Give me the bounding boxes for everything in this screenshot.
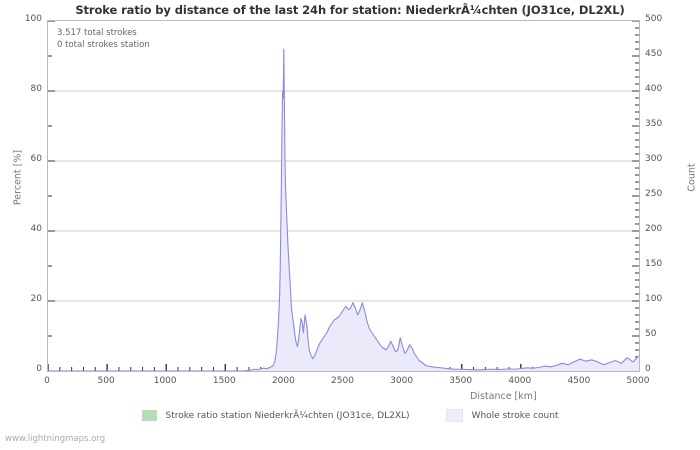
legend-spacer — [410, 415, 446, 416]
chart-legend: Stroke ratio station NiederkrÃ¼chten (JO… — [0, 409, 700, 422]
y-tick-label-right: 100 — [645, 294, 663, 304]
x-tick-label: 0 — [44, 376, 50, 386]
plot-canvas — [48, 21, 639, 371]
y-tick-label-right: 250 — [645, 189, 663, 199]
y-tick-label-left: 80 — [30, 84, 42, 94]
x-tick-label: 3500 — [449, 376, 473, 386]
legend-entry-ratio: Stroke ratio station NiederkrÃ¼chten (JO… — [141, 410, 410, 421]
plot-area — [47, 20, 640, 372]
y-tick-label-right: 350 — [645, 119, 663, 129]
y-tick-label-right: 150 — [645, 259, 663, 269]
y-tick-label-left: 60 — [30, 154, 42, 164]
y-tick-label-right: 500 — [645, 14, 663, 24]
legend-swatch-count — [445, 409, 463, 422]
legend-swatch-ratio — [141, 410, 157, 421]
y-tick-label-left: 20 — [30, 294, 42, 304]
x-axis-label: Distance [km] — [470, 391, 537, 402]
series-line-whole-stroke-count — [48, 48, 639, 371]
x-tick-label: 1500 — [212, 376, 236, 386]
series-area-whole-stroke-count — [48, 49, 639, 371]
legend-entry-count: Whole stroke count — [445, 409, 559, 422]
x-tick-label: 4500 — [567, 376, 591, 386]
x-tick-label: 2500 — [331, 376, 354, 386]
legend-label-count: Whole stroke count — [471, 410, 559, 421]
x-tick-label: 1000 — [153, 376, 177, 386]
y-tick-label-right: 450 — [645, 49, 663, 59]
x-tick-label: 500 — [97, 376, 115, 386]
y-tick-label-right: 300 — [645, 154, 663, 164]
footer-attribution: www.lightningmaps.org — [5, 434, 106, 444]
y-axis-right-label: Count — [686, 163, 698, 192]
y-tick-label-left: 40 — [30, 224, 42, 234]
totals-annotation: 3.517 total strokes 0 total strokes stat… — [57, 28, 150, 51]
x-tick-label: 3000 — [390, 376, 414, 386]
chart-title: Stroke ratio by distance of the last 24h… — [75, 3, 625, 17]
x-tick-label: 2000 — [271, 376, 295, 386]
total-strokes-label: 3.517 total strokes — [57, 28, 137, 38]
y-tick-label-right: 0 — [645, 364, 651, 374]
x-tick-label: 5000 — [626, 376, 650, 386]
y-tick-label-right: 50 — [645, 329, 657, 339]
legend-label-ratio: Stroke ratio station NiederkrÃ¼chten (JO… — [165, 410, 410, 421]
y-axis-left-label: Percent [%] — [12, 149, 24, 206]
total-strokes-station-label: 0 total strokes station — [57, 39, 150, 50]
y-tick-label-left: 0 — [36, 364, 42, 374]
y-tick-label-left: 100 — [24, 14, 42, 24]
y-tick-label-right: 400 — [645, 84, 663, 94]
x-tick-label: 4000 — [508, 376, 532, 386]
y-tick-label-right: 200 — [645, 224, 663, 234]
